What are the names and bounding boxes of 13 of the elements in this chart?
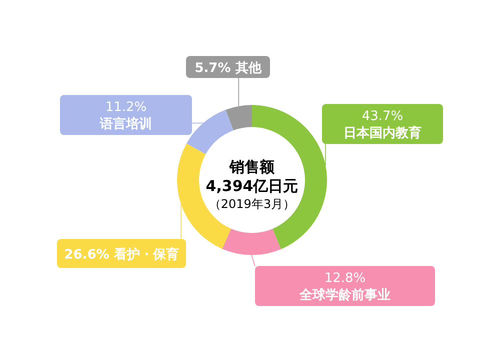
- data-label: 5.7%: [194, 61, 236, 76]
- slice-label: 日本国内教育: [344, 125, 422, 141]
- data-label: 11.2%: [105, 100, 147, 115]
- data-label: 12.8%: [324, 271, 366, 286]
- text: 4,394亿日元: [206, 177, 298, 195]
- text: 销售额: [228, 158, 276, 176]
- slice-label: 看护・保育: [112, 246, 179, 262]
- data-label: 43.7%: [362, 109, 404, 124]
- slice-label: 语言培训: [99, 116, 152, 132]
- slice-label: 其他: [234, 61, 262, 76]
- text: （2019年3月）: [208, 197, 296, 211]
- data-label: 26.6%: [64, 248, 114, 262]
- slice-label: 全球学龄前事业: [298, 287, 390, 303]
